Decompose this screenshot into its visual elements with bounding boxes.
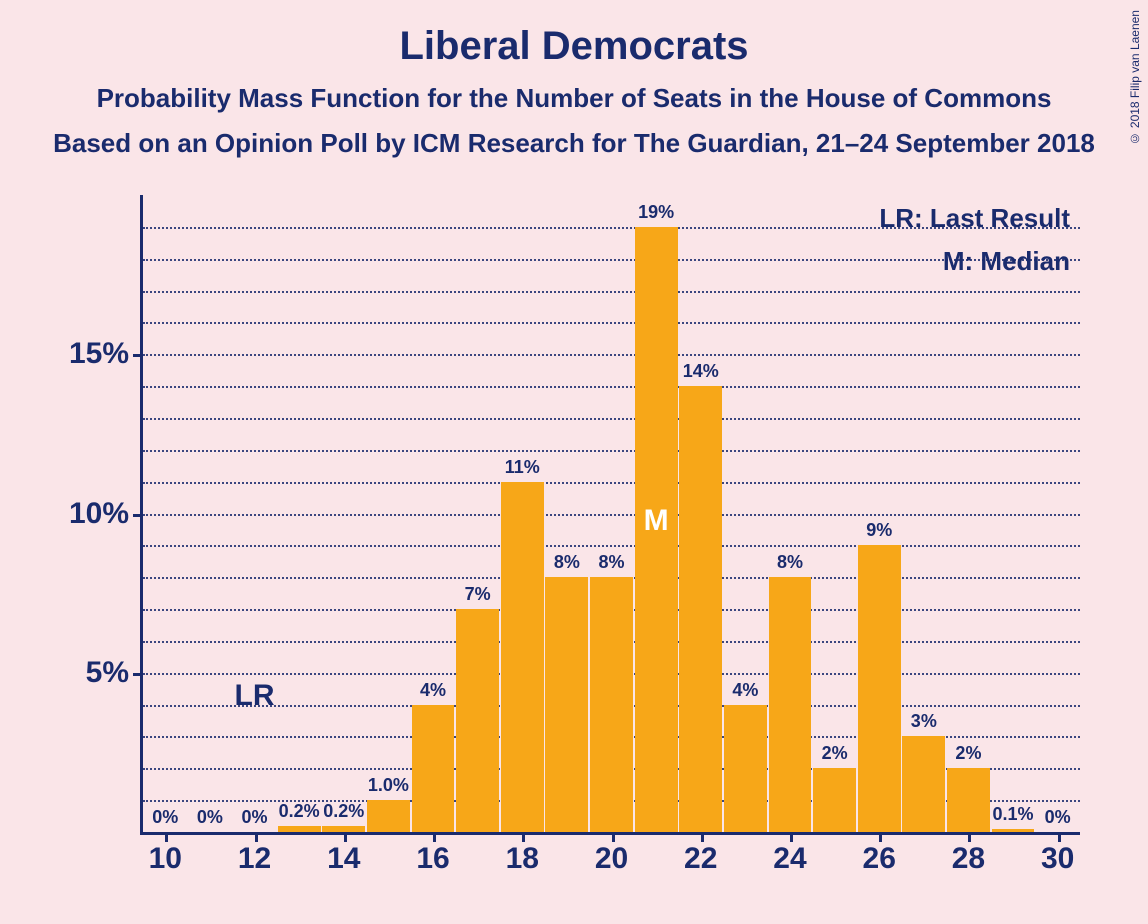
bar-value-label: 0.2% [279,801,320,826]
x-tick-label: 30 [1041,832,1074,876]
x-tick-label: 18 [506,832,539,876]
gridline [143,450,1080,452]
x-tick-label: 26 [863,832,896,876]
bar-value-label: 0.2% [323,801,364,826]
bar: 8% [545,577,588,832]
bar-value-label: 7% [465,584,491,609]
x-tick-label: 14 [327,832,360,876]
x-tick-label: 16 [416,832,449,876]
bar-value-label: 11% [505,457,540,482]
bar-value-label: 1.0% [368,775,409,800]
bar-value-label: 0% [152,807,178,832]
gridline [143,514,1080,516]
gridline [143,354,1080,356]
bar-value-label: 8% [598,552,624,577]
y-tick-label: 15% [69,337,143,371]
legend-m: M: Median [879,246,1070,277]
bar-value-label: 3% [911,711,937,736]
x-tick-label: 22 [684,832,717,876]
bar: 11% [501,482,544,832]
bar-value-label: 0% [197,807,223,832]
bar-value-label: 4% [420,680,446,705]
x-tick-label: 10 [149,832,182,876]
gridline [143,482,1080,484]
legend-lr: LR: Last Result [879,203,1070,234]
y-tick-label: 5% [86,656,143,690]
bar-value-label: 8% [554,552,580,577]
bar-value-label: 4% [732,680,758,705]
bar: 14% [679,386,722,832]
bar-value-label: 2% [822,743,848,768]
bar-value-label: 8% [777,552,803,577]
bar-value-label: 0% [242,807,268,832]
bar: 1.0% [367,800,410,832]
bar: 0.1% [992,829,1035,832]
gridline [143,291,1080,293]
bar-value-label: 2% [955,743,981,768]
bar: 9% [858,545,901,832]
bar: 8% [590,577,633,832]
last-result-marker: LR [235,679,275,713]
plot-area: LR: Last Result M: Median 5%10%15%101214… [140,195,1080,835]
bar: 7% [456,609,499,832]
bar: 4% [724,705,767,832]
gridline [143,322,1080,324]
bar: 2% [947,768,990,832]
x-tick-label: 28 [952,832,985,876]
gridline [143,386,1080,388]
x-tick-label: 24 [773,832,806,876]
chart-container: LR: Last Result M: Median 5%10%15%101214… [60,195,1100,835]
bar-value-label: 0% [1045,807,1071,832]
y-tick-label: 10% [69,497,143,531]
bar: 0.2% [278,826,321,832]
legend: LR: Last Result M: Median [879,203,1070,289]
bar: 4% [412,705,455,832]
bar-value-label: 9% [866,520,892,545]
chart-title: Liberal Democrats [0,0,1148,69]
gridline [143,545,1080,547]
gridline [143,227,1080,229]
bar-value-label: 0.1% [993,804,1034,829]
chart-subtitle-2: Based on an Opinion Poll by ICM Research… [0,128,1148,159]
median-marker: M [644,504,669,538]
bar-value-label: 19% [638,202,674,227]
bar: 8% [769,577,812,832]
gridline [143,418,1080,420]
gridline [143,259,1080,261]
bar-value-label: 14% [683,361,719,386]
copyright-text: © 2018 Filip van Laenen [1128,10,1142,145]
bar: 0.2% [322,826,365,832]
bar: 2% [813,768,856,832]
bar: 3% [902,736,945,832]
x-tick-label: 12 [238,832,271,876]
chart-subtitle-1: Probability Mass Function for the Number… [0,83,1148,114]
x-tick-label: 20 [595,832,628,876]
